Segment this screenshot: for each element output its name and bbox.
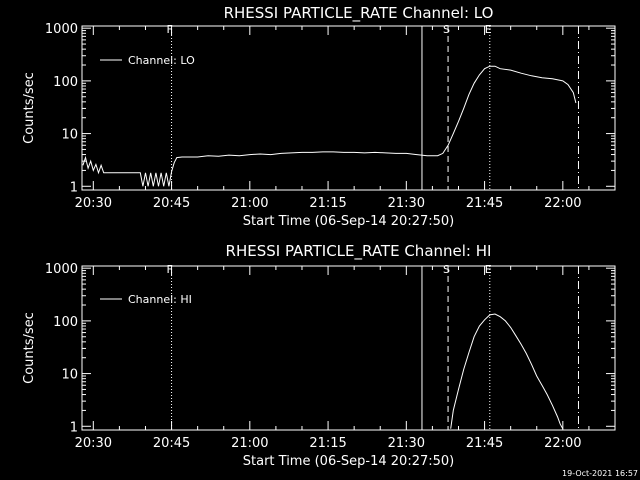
x-tick-label: 21:30 [388, 436, 425, 451]
x-axis-label: Start Time (06-Sep-14 20:27:50) [243, 214, 454, 229]
chart-panel-hi: RHESSI PARTICLE_RATE Channel: HI 1 10 100 10… [22, 242, 616, 469]
plot-frame [81, 265, 616, 431]
event-marker-label: F [167, 263, 173, 276]
x-tick-label: 21:15 [309, 436, 346, 451]
y-tick-label: 1 [70, 420, 78, 435]
x-tick-label: 21:45 [466, 436, 503, 451]
y-axis-label: Counts/sec [22, 312, 37, 384]
timestamp-label: 19-Oct-2021 16:57 [562, 469, 638, 478]
y-axis-label: Counts/sec [22, 72, 37, 144]
legend-label: Channel: HI [128, 293, 192, 306]
event-marker-label: F [167, 23, 173, 36]
y-tick-label: 1000 [45, 262, 78, 277]
chart-title: RHESSI PARTICLE_RATE Channel: LO [224, 4, 494, 23]
plot-frame [81, 25, 616, 191]
legend-label: Channel: LO [128, 54, 195, 67]
event-marker-label: E [485, 23, 492, 36]
x-tick-label: 22:00 [544, 196, 581, 211]
y-tick-label: 10 [61, 368, 78, 383]
x-tick-label: 20:45 [153, 436, 190, 451]
x-tick-label: 21:45 [466, 196, 503, 211]
chart-panel-lo: RHESSI PARTICLE_RATE Channel: LO 1 10 100 10… [22, 4, 616, 229]
y-tick-label: 100 [53, 75, 78, 90]
x-tick-label: 22:00 [544, 436, 581, 451]
x-tick-label: 20:45 [153, 196, 190, 211]
x-tick-label: 21:15 [309, 196, 346, 211]
x-tick-label: 20:30 [75, 436, 112, 451]
y-tick-label: 10 [61, 128, 78, 143]
x-tick-label: 21:30 [388, 196, 425, 211]
x-tick-label: 21:00 [231, 196, 268, 211]
series-line [450, 313, 564, 429]
x-tick-label: 20:30 [75, 196, 112, 211]
y-tick-label: 1 [70, 180, 78, 195]
y-tick-label: 1000 [45, 22, 78, 37]
series-line [82, 65, 577, 187]
event-marker-label: S [443, 23, 450, 36]
y-tick-label: 100 [53, 315, 78, 330]
x-tick-label: 21:00 [231, 436, 268, 451]
x-axis-label: Start Time (06-Sep-14 20:27:50) [243, 454, 454, 469]
event-marker-label: E [485, 263, 492, 276]
event-marker-label: S [443, 263, 450, 276]
chart-title: RHESSI PARTICLE_RATE Channel: HI [226, 242, 492, 261]
